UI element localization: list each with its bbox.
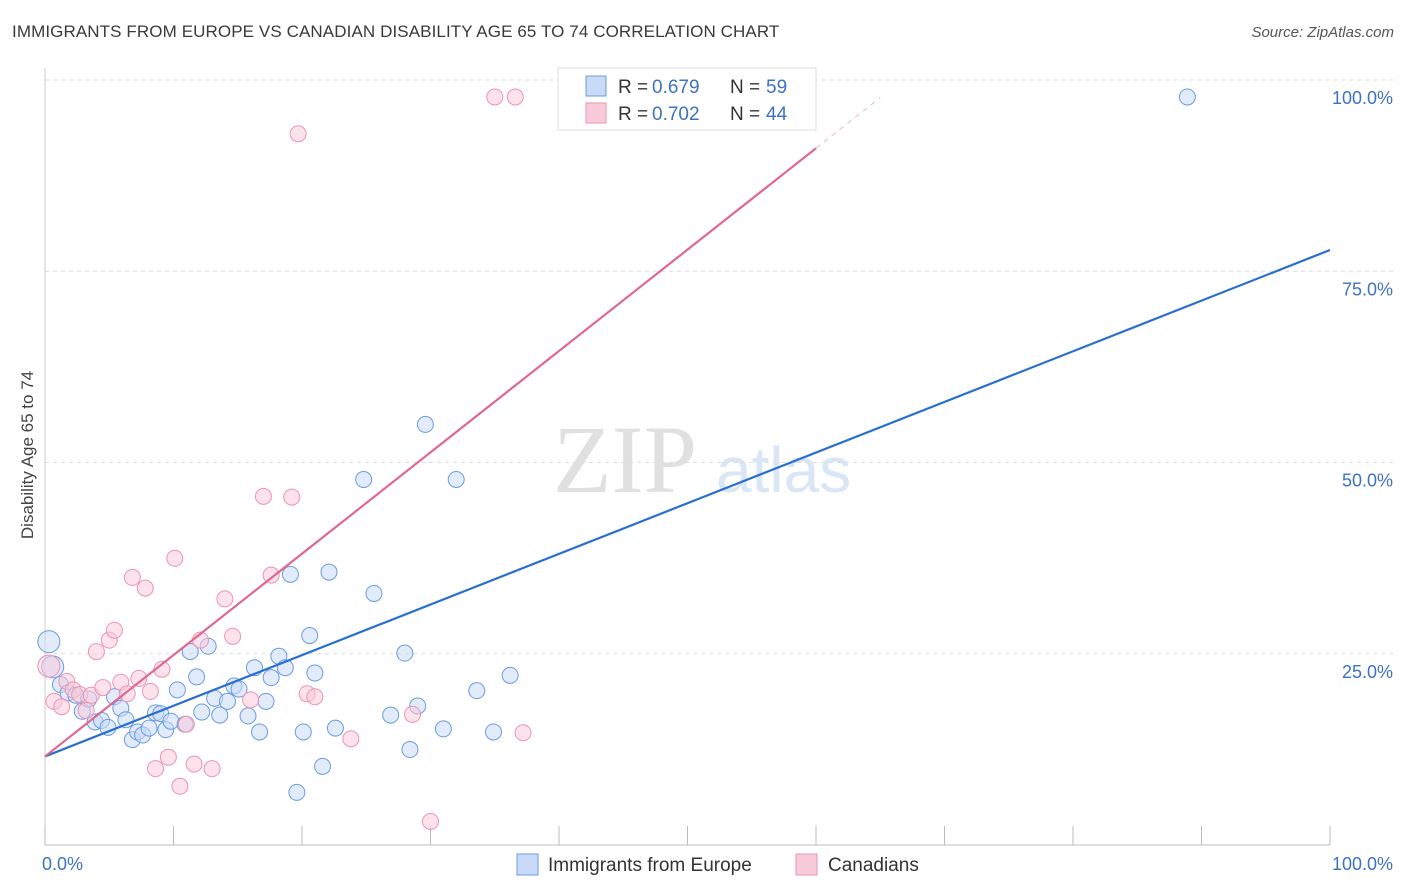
legend-n-label-1: N = xyxy=(730,77,760,98)
series-legend-label-immigrants: Immigrants from Europe xyxy=(548,855,752,876)
point-immigrants xyxy=(301,627,319,645)
point-immigrants xyxy=(1178,88,1196,106)
point-canadians xyxy=(506,88,524,106)
point-immigrants xyxy=(447,471,465,488)
watermark-zip: ZIP xyxy=(553,406,697,513)
point-immigrants xyxy=(468,682,486,700)
point-immigrants xyxy=(162,712,180,730)
point-immigrants xyxy=(484,723,502,741)
point-canadians xyxy=(177,715,195,733)
point-canadians xyxy=(283,488,301,506)
point-canadians xyxy=(159,748,177,766)
point-canadians xyxy=(171,777,189,795)
point-immigrants xyxy=(396,644,414,662)
point-immigrants xyxy=(251,723,269,741)
legend-r-label-2: R = xyxy=(618,104,648,125)
point-canadians xyxy=(123,568,141,586)
trend-lines xyxy=(44,97,1331,758)
point-canadians xyxy=(136,579,154,597)
x-tick-label: 0.0% xyxy=(42,854,83,874)
point-canadians xyxy=(342,730,360,748)
legend-n-label-2: N = xyxy=(730,104,760,125)
point-immigrants xyxy=(320,563,338,581)
grid xyxy=(45,79,1393,655)
point-immigrants xyxy=(262,669,280,687)
point-immigrants xyxy=(294,723,312,741)
legend-r-label-1: R = xyxy=(618,77,648,98)
point-canadians xyxy=(254,487,272,505)
legend-n-value-2: 44 xyxy=(766,104,788,125)
point-immigrants xyxy=(257,692,275,710)
point-immigrants xyxy=(501,666,519,684)
y-tick-label: 50.0% xyxy=(1342,471,1393,491)
point-immigrants xyxy=(37,630,61,654)
point-immigrants xyxy=(239,707,257,725)
point-canadians xyxy=(203,760,221,778)
point-immigrants xyxy=(181,643,199,661)
point-canadians xyxy=(404,705,422,723)
legend-r-value-1: 0.679 xyxy=(652,77,700,98)
point-canadians xyxy=(306,688,324,706)
point-immigrants xyxy=(306,664,324,682)
point-immigrants xyxy=(365,584,383,602)
point-canadians xyxy=(166,549,184,567)
point-canadians xyxy=(514,724,532,742)
point-canadians xyxy=(53,698,71,716)
point-canadians xyxy=(224,627,242,645)
point-immigrants xyxy=(140,719,158,737)
chart-title: IMMIGRANTS FROM EUROPE VS CANADIAN DISAB… xyxy=(12,22,780,41)
point-canadians xyxy=(130,669,148,687)
series-legend-label-canadians: Canadians xyxy=(828,855,919,876)
trend-line-canadians-extension xyxy=(815,97,881,149)
axes: 25.0% 50.0% 75.0% 100.0% 0.0% 100.0% xyxy=(42,68,1393,874)
y-tick-label: 75.0% xyxy=(1342,279,1393,299)
point-immigrants xyxy=(416,415,434,433)
point-immigrants xyxy=(355,471,373,488)
watermark-atlas: atlas xyxy=(716,434,851,506)
point-immigrants xyxy=(211,706,229,724)
point-immigrants xyxy=(218,692,236,710)
point-canadians xyxy=(289,125,307,143)
legend-swatch-canadians xyxy=(585,102,607,124)
point-canadians xyxy=(422,812,439,830)
point-immigrants xyxy=(193,703,211,721)
legend-swatch-immigrants xyxy=(585,75,607,97)
point-canadians xyxy=(262,566,280,584)
legend-r-value-2: 0.702 xyxy=(652,104,700,125)
point-canadians xyxy=(141,682,159,700)
series-legend-swatch-canadians xyxy=(795,853,818,876)
scatter-points xyxy=(37,88,1196,830)
point-canadians xyxy=(37,654,61,678)
point-immigrants xyxy=(168,681,186,699)
point-immigrants xyxy=(434,720,452,738)
point-canadians xyxy=(105,621,123,639)
trend-line-canadians xyxy=(44,147,817,758)
y-tick-label: 25.0% xyxy=(1342,662,1393,682)
point-canadians xyxy=(216,590,234,608)
point-canadians xyxy=(242,691,260,709)
point-canadians xyxy=(77,702,95,720)
point-canadians xyxy=(185,755,203,773)
point-canadians xyxy=(87,643,105,661)
trend-line-immigrants xyxy=(44,248,1331,758)
legend-n-value-1: 59 xyxy=(766,77,787,98)
point-immigrants xyxy=(401,741,419,759)
y-tick-label: 100.0% xyxy=(1332,88,1393,108)
x-tick-label: 100.0% xyxy=(1332,854,1393,874)
point-immigrants xyxy=(326,719,344,737)
y-axis-title: Disability Age 65 to 74 xyxy=(18,371,37,539)
stats-legend: R = 0.679 N = 59 R = 0.702 N = 44 xyxy=(557,67,817,131)
series-legend-swatch-immigrants xyxy=(516,853,539,876)
point-canadians xyxy=(94,679,112,697)
point-immigrants xyxy=(281,565,299,583)
point-immigrants xyxy=(188,668,206,686)
source-label: Source: ZipAtlas.com xyxy=(1251,24,1394,41)
series-legend: Immigrants from Europe Canadians xyxy=(516,853,919,876)
point-canadians xyxy=(486,88,504,106)
point-immigrants xyxy=(382,706,400,724)
point-immigrants xyxy=(288,783,306,801)
point-immigrants xyxy=(314,757,332,775)
point-canadians xyxy=(147,760,165,778)
